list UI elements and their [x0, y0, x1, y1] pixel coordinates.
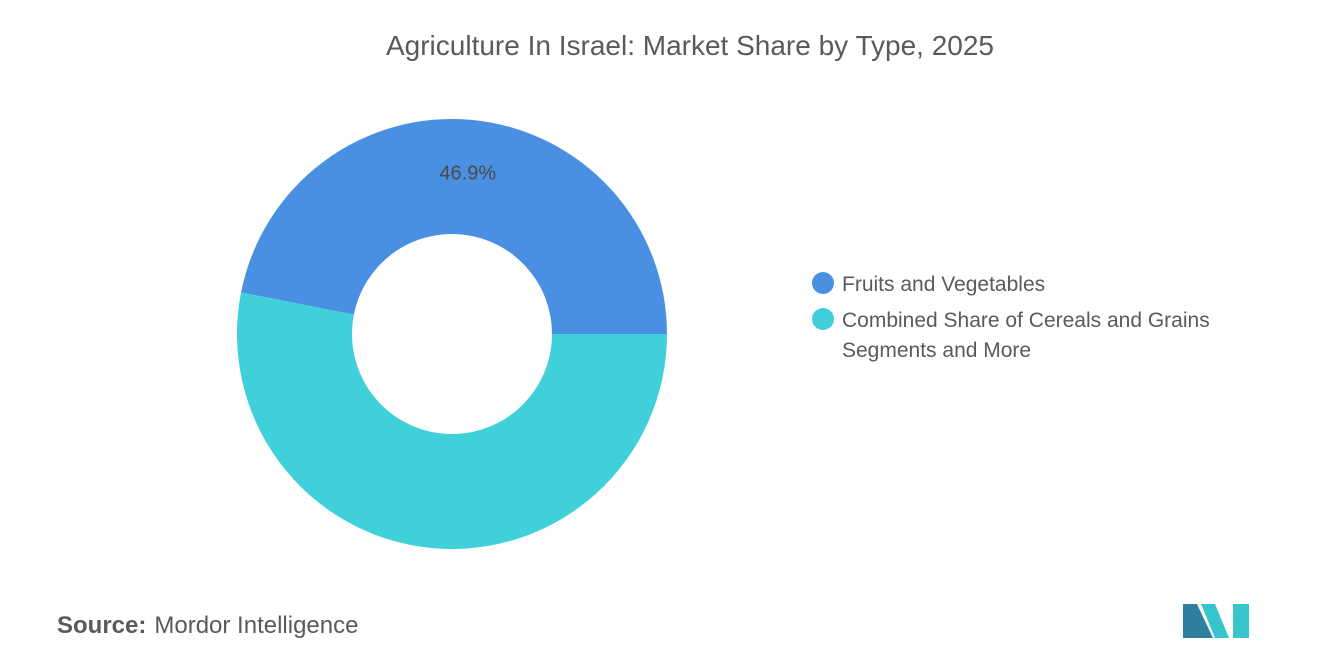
source-label: Source: [57, 612, 147, 639]
logo-right-shape [1233, 604, 1249, 638]
chart-legend: Fruits and Vegetables Combined Share of … [812, 270, 1292, 372]
source-value: Mordor Intelligence [154, 612, 359, 639]
mordor-intelligence-logo [1183, 604, 1249, 638]
slice-labels: 46.9% [439, 162, 496, 184]
legend-label-cereals-grains: Combined Share of Cereals and Grains Seg… [842, 309, 1210, 362]
legend-swatch-fruits-vegetables [812, 272, 834, 294]
donut-slices [237, 118, 667, 549]
legend-label-fruits-vegetables: Fruits and Vegetables [842, 273, 1046, 296]
slice-label-0: 46.9% [439, 162, 496, 184]
chart-title: Agriculture In Israel: Market Share by T… [385, 30, 994, 61]
donut-slice-0 [241, 118, 667, 334]
logo-left-shape [1183, 604, 1213, 638]
legend-item-fruits-vegetables: Fruits and Vegetables [812, 270, 1292, 300]
source-note: Source: Mordor Intelligence [57, 612, 358, 640]
legend-swatch-cereals-grains [812, 308, 834, 330]
legend-item-cereals-grains: Combined Share of Cereals and Grains Seg… [812, 306, 1292, 366]
logo-middle-shape [1201, 604, 1229, 638]
donut-slice-1 [237, 292, 667, 549]
